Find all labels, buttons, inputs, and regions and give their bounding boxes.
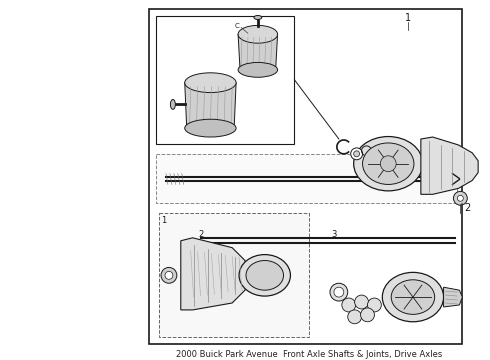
Circle shape — [165, 271, 173, 279]
Circle shape — [361, 308, 374, 322]
Circle shape — [161, 267, 177, 283]
Circle shape — [368, 298, 381, 312]
Ellipse shape — [239, 255, 291, 296]
Polygon shape — [156, 154, 457, 203]
Circle shape — [453, 192, 467, 205]
Ellipse shape — [354, 151, 360, 157]
Text: 2000 Buick Park Avenue  Front Axle Shafts & Joints, Drive Axles: 2000 Buick Park Avenue Front Axle Shafts… — [176, 350, 442, 359]
Circle shape — [342, 298, 356, 312]
Text: 1: 1 — [161, 216, 167, 225]
Polygon shape — [159, 213, 309, 337]
Circle shape — [380, 156, 396, 172]
Ellipse shape — [351, 148, 363, 160]
Ellipse shape — [354, 136, 423, 191]
Ellipse shape — [363, 143, 414, 184]
Ellipse shape — [238, 26, 278, 43]
Polygon shape — [421, 137, 478, 194]
Ellipse shape — [238, 62, 278, 77]
Text: 2: 2 — [198, 230, 203, 239]
Ellipse shape — [185, 73, 236, 93]
Polygon shape — [238, 34, 278, 70]
Polygon shape — [185, 83, 236, 128]
Ellipse shape — [185, 119, 236, 137]
Polygon shape — [156, 15, 294, 144]
Text: 3: 3 — [331, 230, 337, 239]
Text: 1: 1 — [405, 13, 411, 23]
Circle shape — [348, 310, 362, 324]
Polygon shape — [443, 287, 463, 307]
Circle shape — [355, 295, 368, 309]
Ellipse shape — [391, 280, 435, 314]
Polygon shape — [181, 238, 248, 310]
Text: C: C — [235, 23, 240, 30]
Circle shape — [457, 195, 464, 201]
Circle shape — [330, 283, 348, 301]
Ellipse shape — [246, 261, 284, 290]
Circle shape — [334, 287, 344, 297]
Ellipse shape — [382, 273, 443, 322]
Text: 2: 2 — [464, 203, 470, 213]
Ellipse shape — [254, 15, 262, 19]
Ellipse shape — [171, 99, 175, 109]
Polygon shape — [149, 9, 463, 345]
